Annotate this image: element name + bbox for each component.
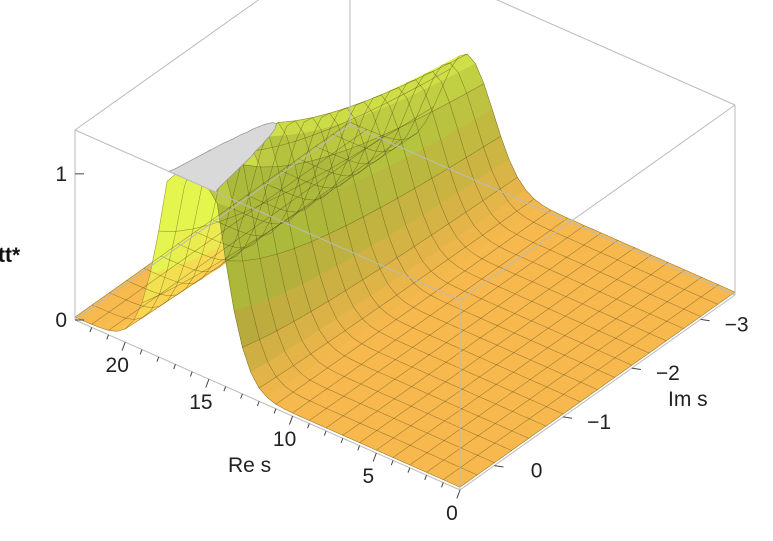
tick-mark: [494, 465, 504, 468]
tick-mark: [307, 423, 310, 429]
re-tick-label: 0: [446, 502, 458, 525]
mesh-line: [459, 291, 736, 488]
tick-mark: [407, 467, 411, 473]
re-tick-label: 5: [362, 465, 374, 488]
box-edge: [495, 0, 736, 106]
mesh-line: [126, 141, 512, 451]
mesh-line: [392, 262, 669, 458]
tick-mark: [139, 349, 143, 355]
mesh-line: [160, 122, 547, 427]
box-edge: [74, 129, 461, 301]
im-tick-label: −1: [587, 411, 611, 434]
tick-mark: [223, 386, 227, 392]
mesh-line: [158, 106, 434, 232]
re-tick-label: 15: [189, 391, 212, 414]
mesh-line: [376, 254, 652, 451]
mesh-line: [91, 129, 367, 325]
tick-mark: [121, 341, 126, 351]
mesh-line: [242, 177, 518, 348]
mesh-line: [109, 149, 495, 463]
mesh-line: [275, 209, 552, 405]
box-edge: [459, 294, 736, 491]
mesh-line: [292, 217, 568, 414]
mesh-line: [281, 87, 667, 342]
mesh-line: [74, 173, 461, 488]
im-axis-label: Im s: [668, 388, 708, 411]
mesh-line: [359, 247, 635, 443]
box-edge: [74, 0, 260, 131]
surface-mesh: [74, 53, 736, 488]
tick-mark: [189, 371, 193, 377]
mesh-line: [263, 94, 650, 354]
tick-mark: [390, 460, 394, 466]
mesh-line: [332, 62, 718, 305]
mesh-line: [141, 132, 418, 304]
im-tick-label: −3: [725, 313, 749, 336]
tick-mark: [256, 401, 260, 407]
im-axis-ticks: 0 −1 −2 −3: [494, 313, 749, 483]
tick-mark: [631, 367, 641, 370]
z-tick-label: 0: [55, 309, 67, 332]
tick-mark: [563, 416, 573, 419]
mesh-line: [315, 71, 701, 317]
z-axis-ticks: 01: [55, 163, 84, 332]
mesh-line: [342, 240, 618, 436]
tick-mark: [89, 327, 93, 333]
mesh-line: [298, 79, 684, 329]
mesh-line: [426, 277, 702, 473]
mesh-line: [108, 135, 384, 331]
mesh-line: [143, 128, 529, 439]
mesh-line: [258, 198, 535, 389]
tick-mark: [273, 408, 277, 414]
mesh-line: [349, 53, 736, 293]
mesh-line: [325, 232, 602, 429]
box-edge: [459, 104, 736, 301]
tick-mark: [106, 334, 109, 340]
tick-mark: [323, 430, 327, 436]
box-edge: [74, 319, 461, 491]
tick-mark: [173, 364, 176, 370]
tick-mark: [156, 356, 160, 362]
im-tick-label: 0: [531, 460, 543, 483]
re-tick-label: 20: [106, 354, 129, 377]
tick-mark: [205, 378, 210, 388]
mesh-line: [443, 284, 719, 480]
mesh-line: [208, 83, 485, 190]
box-edge: [349, 124, 736, 296]
mesh-line: [212, 112, 598, 390]
mesh-line: [229, 107, 615, 378]
mesh-line: [225, 135, 501, 262]
mesh-line: [177, 120, 564, 415]
tick-mark: [357, 445, 361, 451]
mesh-line: [409, 269, 685, 466]
tick-mark: [456, 489, 461, 499]
re-axis-ticks: 0 5 10 15 20: [89, 327, 461, 525]
bounding-box: [74, 0, 736, 491]
mesh-line: [246, 101, 633, 366]
box-edge: [74, 124, 351, 321]
mesh-line: [195, 117, 581, 403]
re-axis-label: Re s: [228, 454, 271, 477]
z-axis-label: tt*: [0, 244, 21, 267]
tick-mark: [424, 475, 427, 481]
tick-mark: [441, 482, 444, 488]
re-tick-label: 10: [273, 428, 296, 451]
mesh-line: [125, 139, 401, 330]
tick-mark: [372, 452, 377, 462]
tick-mark: [700, 318, 710, 322]
mesh-line: [309, 225, 585, 421]
mesh-line: [92, 161, 478, 476]
tick-mark: [240, 393, 243, 399]
z-tick-label: 1: [55, 163, 67, 186]
tick-mark: [340, 438, 344, 444]
tick-mark: [288, 415, 294, 425]
mesh-line: [74, 121, 351, 318]
im-tick-label: −2: [656, 362, 680, 385]
